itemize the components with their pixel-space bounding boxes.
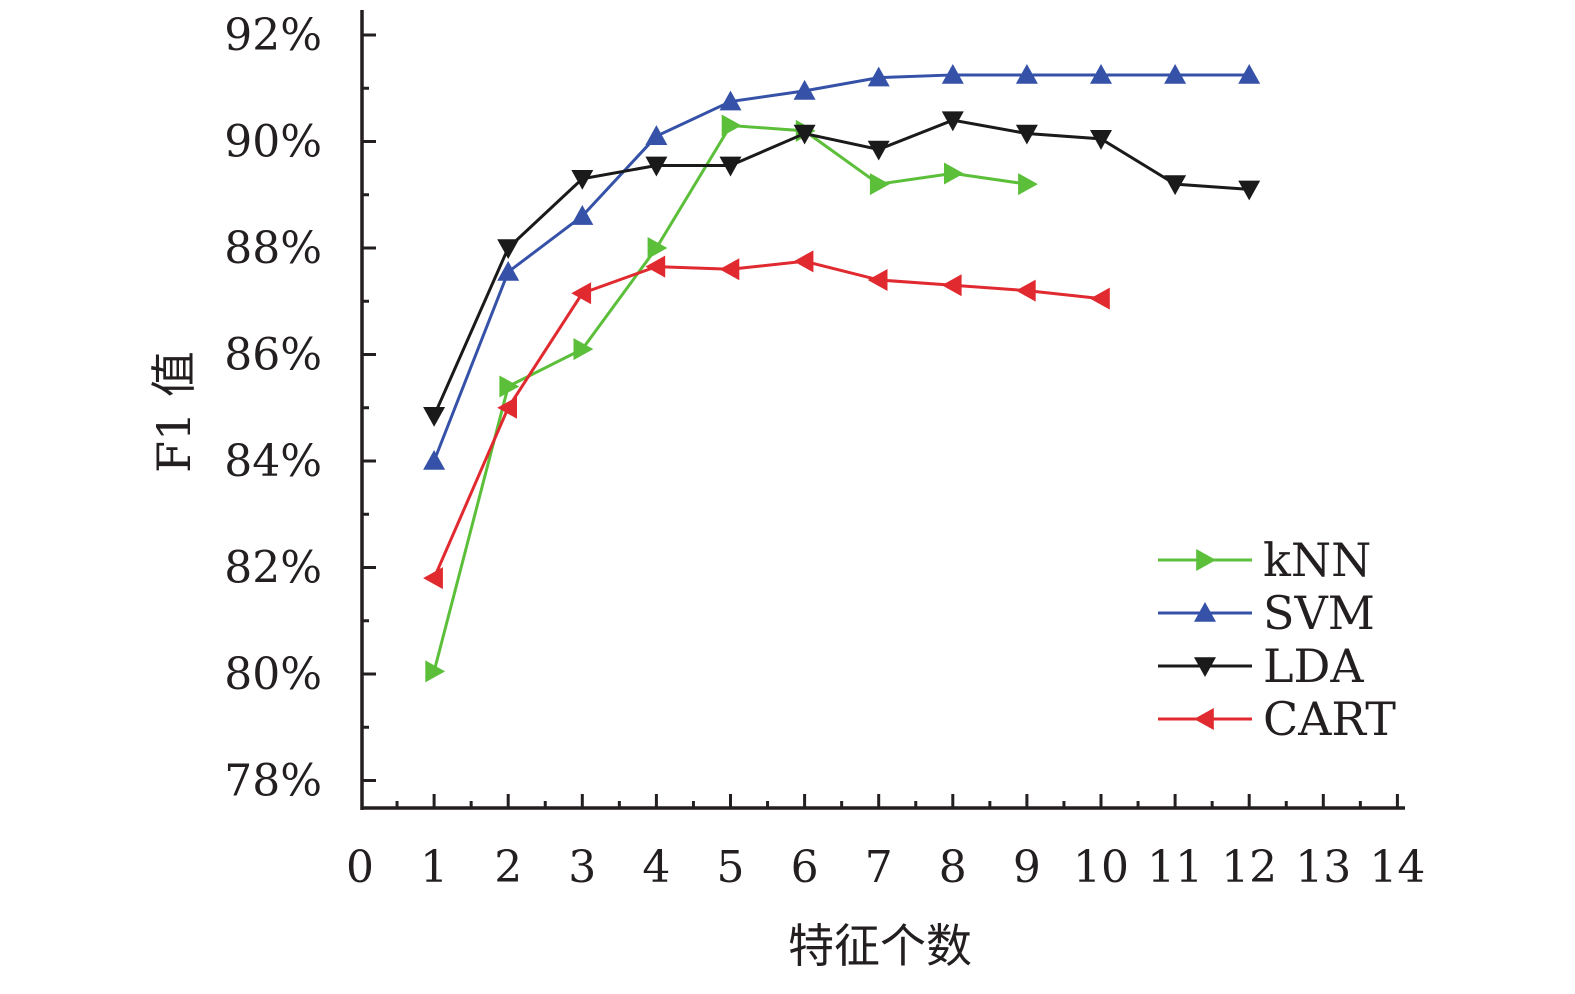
series-line-svm xyxy=(432,73,1250,462)
x-tick-label: 11 xyxy=(1147,842,1203,893)
legend-item-cart: CART xyxy=(1158,692,1396,746)
data-point-lda xyxy=(1090,130,1112,150)
data-point-knn xyxy=(944,162,964,185)
data-point-cart xyxy=(497,396,517,419)
x-tick-label: 0 xyxy=(346,842,374,893)
data-point-cart xyxy=(719,258,740,281)
data-point-cart xyxy=(867,268,888,291)
x-tick-label: 9 xyxy=(1013,842,1041,893)
legend-marker-knn xyxy=(1196,549,1216,571)
data-point-knn xyxy=(647,237,668,259)
data-point-svm xyxy=(423,450,446,470)
data-point-cart xyxy=(793,250,814,273)
data-point-lda xyxy=(423,406,446,427)
y-tick-label: 84% xyxy=(224,436,322,487)
data-point-cart xyxy=(571,282,592,305)
data-point-lda xyxy=(1015,124,1038,145)
y-tick-label: 90% xyxy=(224,117,322,168)
x-tick-label: 10 xyxy=(1073,842,1129,893)
data-point-svm xyxy=(497,260,520,281)
x-tick-label: 6 xyxy=(791,842,819,893)
legend-label-cart: CART xyxy=(1263,692,1396,746)
data-point-knn xyxy=(499,375,520,398)
data-point-svm xyxy=(793,79,816,100)
series-line-lda xyxy=(432,118,1250,417)
y-tick-group: 78% 80% 82% 84% 86% 88% 90% 92% xyxy=(224,10,376,807)
x-tick-label: 12 xyxy=(1221,842,1277,893)
data-point-svm xyxy=(941,63,964,84)
x-tick-label: 3 xyxy=(568,842,596,893)
legend-marker-cart xyxy=(1194,708,1214,730)
legend-label-svm: SVM xyxy=(1263,586,1375,640)
x-tick-label: 1 xyxy=(420,842,448,893)
data-point-lda xyxy=(719,156,742,177)
x-tick-label: 2 xyxy=(494,842,522,893)
y-tick-label: 88% xyxy=(224,223,322,274)
data-point-knn xyxy=(1018,173,1038,196)
y-tick-label: 82% xyxy=(224,543,322,594)
data-point-knn xyxy=(869,173,890,196)
x-tick-label: 4 xyxy=(642,842,670,893)
x-tick-label: 5 xyxy=(717,842,745,893)
legend-label-knn: kNN xyxy=(1263,533,1371,587)
legend-item-lda: LDA xyxy=(1158,639,1364,693)
axes-layer: 78%80%82%84%86%88%90%92% 0 1 2 3 4 5 6 7 8 9 10 11 1… xyxy=(224,10,1425,893)
data-point-lda xyxy=(941,111,964,132)
data-point-cart xyxy=(1015,279,1036,302)
data-point-knn xyxy=(721,114,742,137)
legend-label-lda: LDA xyxy=(1263,639,1364,693)
x-axis-title: 特征个数 xyxy=(788,919,972,973)
series-cart xyxy=(423,250,1110,590)
series-lda xyxy=(423,111,1261,427)
legend-item-svm: SVM xyxy=(1158,586,1375,640)
x-tick-group: 0 1 2 3 4 5 6 7 8 9 10 11 12 13 14 xyxy=(346,794,1425,893)
data-point-lda xyxy=(645,156,668,177)
data-point-lda xyxy=(571,169,594,190)
data-point-svm xyxy=(867,66,890,87)
data-point-lda xyxy=(867,140,890,161)
data-point-lda xyxy=(1238,180,1261,201)
data-point-svm xyxy=(645,125,668,145)
data-point-lda xyxy=(1164,175,1187,196)
series-svm xyxy=(423,63,1261,470)
data-point-knn xyxy=(573,338,594,361)
legend-marker-lda xyxy=(1194,657,1216,677)
data-point-svm xyxy=(571,205,594,225)
x-tick-label: 13 xyxy=(1295,842,1351,893)
y-axis-title: F1 值 xyxy=(147,351,201,473)
y-tick-label: 78% xyxy=(224,756,322,807)
x-tick-label: 8 xyxy=(939,842,967,893)
y-tick-label: 92% xyxy=(224,10,322,61)
legend-marker-svm xyxy=(1194,602,1216,622)
data-point-lda xyxy=(497,239,520,259)
x-tick-label: 14 xyxy=(1369,842,1425,893)
series-line-knn xyxy=(432,123,1028,672)
data-point-svm xyxy=(1238,63,1261,84)
data-point-cart xyxy=(645,255,666,278)
x-tick-label: 7 xyxy=(865,842,893,893)
data-point-lda xyxy=(793,124,816,145)
data-point-svm xyxy=(1090,63,1112,84)
data-point-cart xyxy=(941,274,962,297)
series-knn xyxy=(425,114,1038,683)
data-point-svm xyxy=(1164,63,1187,84)
y-tick-label: 86% xyxy=(224,330,322,381)
data-point-knn xyxy=(425,660,446,683)
data-point-svm xyxy=(719,90,742,111)
data-point-cart xyxy=(423,567,443,590)
series-line-cart xyxy=(432,259,1102,579)
data-point-svm xyxy=(1015,63,1038,84)
y-tick-label: 80% xyxy=(224,649,322,700)
series-layer xyxy=(423,63,1261,683)
legend-item-knn: kNN xyxy=(1158,533,1371,587)
data-point-cart xyxy=(1090,287,1110,310)
